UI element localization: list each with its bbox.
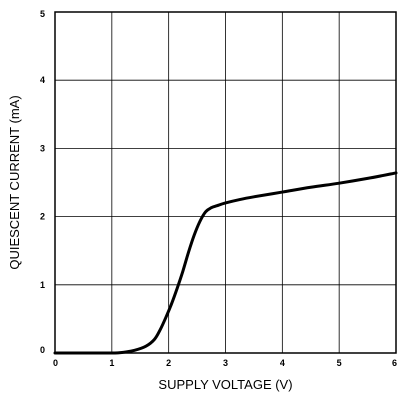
y-tick-label: 3 <box>40 143 45 153</box>
y-tick-label: 2 <box>40 212 45 222</box>
x-tick-label: 0 <box>53 358 58 368</box>
plot-frame <box>54 11 397 354</box>
y-tick-label: 5 <box>40 9 45 19</box>
data-series <box>53 171 398 355</box>
x-tick-label: 6 <box>392 358 397 368</box>
x-axis-title: SUPPLY VOLTAGE (V) <box>158 377 292 392</box>
y-tick-label: 1 <box>40 280 45 290</box>
y-axis-ticks: 0 1 2 3 4 5 <box>40 9 45 355</box>
x-tick-label: 3 <box>223 358 228 368</box>
x-tick-label: 2 <box>166 358 171 368</box>
y-tick-label: 4 <box>40 75 45 85</box>
series-line <box>53 171 398 355</box>
x-tick-label: 1 <box>109 358 114 368</box>
x-axis-ticks: 0 1 2 3 4 5 6 <box>53 358 397 368</box>
x-tick-label: 5 <box>337 358 342 368</box>
y-axis-title: QUIESCENT CURRENT (mA) <box>7 95 22 269</box>
x-tick-label: 4 <box>280 358 285 368</box>
y-tick-label: 0 <box>40 345 45 355</box>
